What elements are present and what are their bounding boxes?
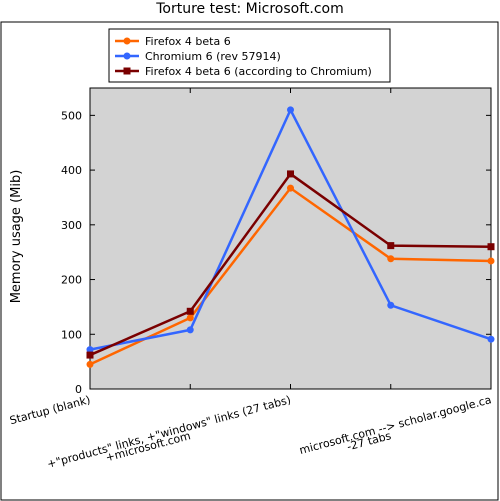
data-point: [86, 360, 94, 368]
y-tick-label: 100: [61, 328, 82, 341]
y-axis: 0 100 200 300 400 500: [61, 109, 491, 396]
x-tick-label: microsoft.com --> scholar.google.ca: [298, 393, 493, 457]
legend-label: Chromium 6 (rev 57914): [145, 50, 281, 63]
data-point: [387, 301, 395, 309]
legend-entry: Firefox 4 beta 6: [115, 35, 231, 48]
series-1: [86, 106, 495, 354]
series-layer: [86, 106, 495, 368]
plot-area: [89, 87, 492, 390]
x-tick-label: Startup (blank): [8, 393, 92, 427]
series-0: [86, 184, 495, 368]
data-point: [287, 184, 294, 192]
y-tick-label: 0: [75, 383, 82, 396]
legend-marker: [123, 52, 131, 60]
y-tick-label: 200: [61, 274, 82, 287]
data-point: [387, 255, 395, 263]
y-tick-label: 300: [61, 219, 82, 232]
data-point: [186, 326, 194, 334]
series-2: [86, 170, 495, 359]
data-point: [487, 335, 495, 343]
legend-marker: [123, 67, 131, 75]
legend-label: Firefox 4 beta 6 (according to Chromium): [145, 65, 372, 78]
y-tick-label: 400: [61, 164, 82, 177]
y-tick-label: 500: [61, 109, 82, 122]
data-point: [287, 170, 294, 178]
legend-entry: Chromium 6 (rev 57914): [115, 50, 281, 63]
legend-box: [108, 28, 391, 83]
figure-frame: [0, 21, 499, 501]
data-point: [186, 314, 194, 322]
legend-label: Firefox 4 beta 6: [145, 35, 231, 48]
y-axis-label: Memory usage (Mib): [9, 170, 24, 304]
legend-marker: [123, 37, 131, 45]
data-point: [287, 106, 294, 114]
data-point: [387, 242, 395, 250]
data-point: [487, 243, 495, 251]
data-point: [487, 257, 495, 265]
data-point: [186, 307, 194, 315]
data-point: [86, 351, 94, 359]
legend: Firefox 4 beta 6 Chromium 6 (rev 57914) Fi…: [108, 28, 391, 83]
legend-entry: Firefox 4 beta 6 (according to Chromium): [115, 65, 372, 78]
data-point: [86, 346, 94, 354]
chart-title: Torture test: Microsoft.com: [155, 1, 343, 17]
